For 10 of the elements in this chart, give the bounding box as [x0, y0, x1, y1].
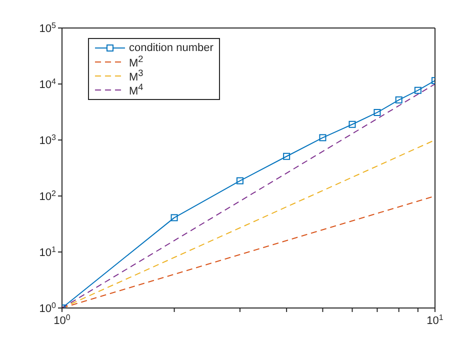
y-tick-label: 10$^{2}$: [39, 188, 57, 203]
y-tick-label: 10$^{3}$: [39, 132, 57, 147]
legend-label: M$^{4}$: [129, 82, 144, 98]
legend-label: M$^{2}$: [129, 54, 144, 70]
y-tick-label: 10$^{1}$: [39, 244, 57, 259]
y-tick-label: 10$^{4}$: [39, 76, 57, 91]
y-tick-label: 10$^{5}$: [39, 20, 57, 35]
legend-label: M$^{3}$: [129, 68, 144, 84]
legend-label: condition number: [129, 42, 214, 54]
y-tick-label: 10$^{0}$: [39, 300, 57, 315]
